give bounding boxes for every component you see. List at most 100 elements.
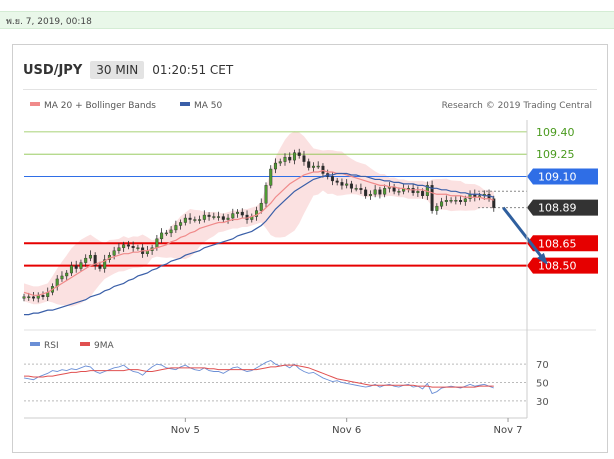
candle-body: [112, 250, 116, 256]
candle-body: [231, 213, 235, 219]
candle-body: [378, 189, 382, 195]
candle-body: [88, 254, 92, 259]
candle-body: [193, 219, 197, 221]
candle-body: [164, 232, 168, 235]
x-tick-label: Nov 6: [332, 425, 361, 436]
candle-body: [373, 189, 377, 195]
candle-body: [226, 217, 230, 220]
x-tick-label: Nov 5: [171, 425, 200, 436]
rsi-legend-swatch: [30, 342, 40, 346]
credit-label: Research © 2019 Trading Central: [442, 101, 592, 111]
candle-body: [179, 222, 183, 226]
timeframe-button[interactable]: 30 MIN: [90, 61, 145, 79]
candle-body: [160, 232, 164, 240]
candle-body: [444, 200, 448, 202]
candle-body: [449, 200, 453, 202]
candle-body: [98, 265, 102, 269]
level-tag-109.10: [527, 168, 598, 185]
candle-body: [74, 265, 78, 269]
rsi-legend-label: RSI: [44, 341, 59, 351]
candle-body: [131, 246, 135, 248]
candle-body: [198, 219, 202, 221]
candle-body: [27, 296, 31, 298]
rsi-tick-50: 50: [536, 379, 549, 390]
candle-body: [41, 295, 45, 297]
rsi-tick-70: 70: [536, 360, 549, 371]
level-label-108.50: 108.50: [538, 260, 577, 273]
level-tag-108.65: [527, 235, 598, 252]
candle-body: [335, 180, 339, 183]
candle-body: [349, 183, 353, 189]
candle-body: [459, 200, 463, 202]
candle-body: [278, 161, 282, 164]
candle-body: [22, 296, 26, 299]
candle-body: [169, 229, 173, 234]
candle-body: [321, 165, 325, 174]
candle-body: [221, 216, 225, 220]
candle-body: [302, 155, 306, 162]
header-divider: [23, 89, 597, 90]
level-label-108.65: 108.65: [538, 237, 577, 250]
timestamp-bar: พ.ย. 7, 2019, 00:18: [0, 11, 614, 29]
candle-body: [264, 185, 268, 204]
candle-body: [340, 182, 344, 186]
candle-body: [122, 244, 126, 248]
candle-body: [288, 156, 292, 161]
candle-body: [103, 259, 107, 269]
candle-body: [212, 216, 216, 218]
candle-body: [454, 200, 458, 202]
timestamp: พ.ย. 7, 2019, 00:18: [6, 17, 92, 27]
candle-body: [155, 238, 159, 248]
current-price-label: 108.89: [538, 202, 577, 215]
candle-body: [259, 202, 263, 211]
candle-body: [217, 216, 221, 218]
candle-body: [117, 247, 121, 251]
candle-body: [202, 214, 206, 220]
candle-body: [359, 188, 363, 191]
candle-body: [354, 188, 358, 190]
ma50-line: [24, 172, 494, 316]
candle-body: [311, 165, 315, 168]
candle-body: [136, 247, 140, 249]
candle-body: [240, 211, 244, 216]
candle-body: [65, 272, 69, 277]
ma20-line: [23, 169, 494, 296]
rsi-ma-legend-swatch: [80, 342, 90, 346]
candle-body: [188, 217, 192, 220]
ma20-legend-swatch: [30, 102, 40, 106]
candle-body: [330, 176, 334, 182]
candle-body: [383, 188, 387, 195]
candle-body: [468, 194, 472, 199]
chart-header: USD/JPY 30 MIN 01:20:51 CET: [23, 60, 233, 80]
clock-label: 01:20:51 CET: [152, 63, 234, 77]
candle-body: [364, 189, 368, 196]
symbol-label: USD/JPY: [23, 62, 83, 78]
candle-body: [316, 165, 320, 168]
candle-body: [283, 156, 287, 162]
candle-body: [273, 162, 278, 170]
rsi-line: [23, 359, 494, 395]
candle-body: [421, 191, 425, 196]
level-label-109.40: 109.40: [536, 126, 575, 139]
candle-body: [297, 152, 301, 156]
candle-body: [126, 244, 130, 247]
candle-body: [440, 201, 444, 207]
candle-body: [174, 225, 178, 231]
forecast-arrow-shaft: [502, 206, 548, 264]
candle-body: [463, 198, 467, 202]
candle-body: [345, 183, 349, 186]
candle-body: [292, 152, 296, 161]
candle-body: [79, 262, 83, 269]
candle-body: [183, 217, 187, 223]
forecast-arrow-head: [537, 252, 548, 265]
candle-body: [31, 296, 35, 299]
candle-body: [269, 168, 273, 186]
ma20-legend-label: MA 20 + Bollinger Bands: [44, 101, 156, 111]
candle-body: [307, 161, 311, 168]
ma50-legend-swatch: [180, 102, 190, 106]
candle-body: [69, 265, 73, 274]
current-price-tag: [527, 199, 598, 216]
ma50-legend-label: MA 50: [194, 101, 223, 111]
bollinger-band: [24, 131, 494, 307]
